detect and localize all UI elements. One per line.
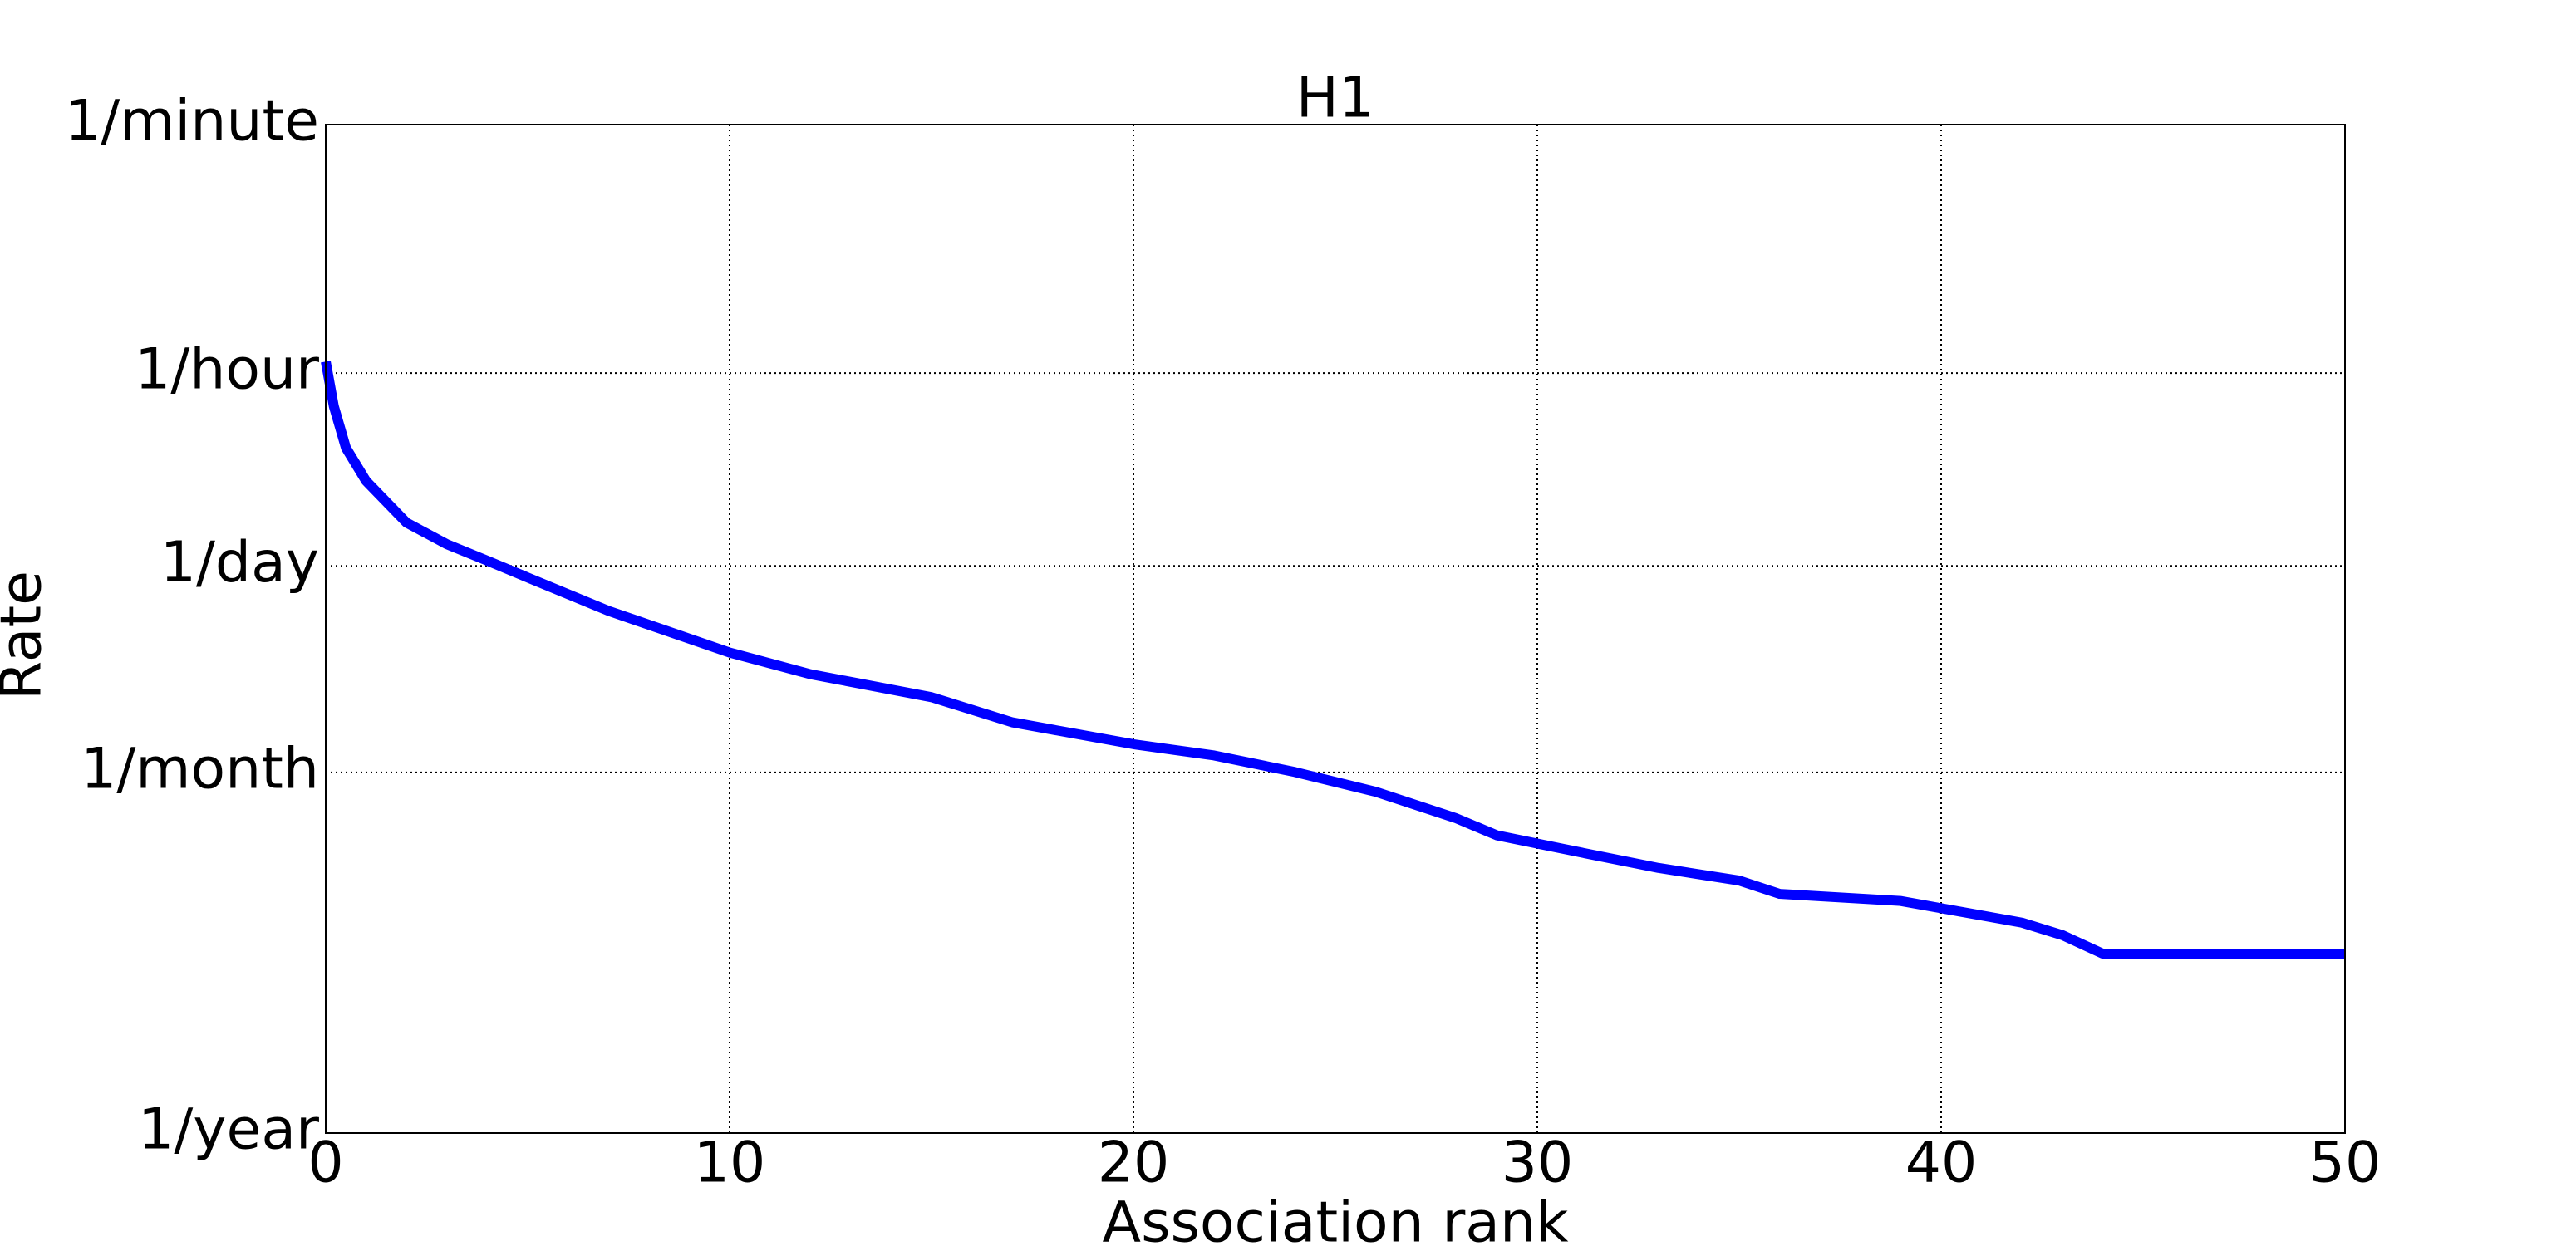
y-tick-label: 1/month	[81, 736, 319, 802]
y-tick-label: 1/day	[160, 530, 319, 596]
x-tick-label: 30	[1502, 1131, 1574, 1196]
x-tick-label: 0	[307, 1131, 343, 1196]
y-axis-label: Rate	[0, 571, 55, 700]
x-tick-label: 50	[2309, 1131, 2382, 1196]
y-tick-label: 1/hour	[135, 337, 319, 403]
x-tick-label: 10	[694, 1131, 766, 1196]
x-axis-label: Association rank	[1103, 1190, 1570, 1246]
chart-title: H1	[1296, 66, 1374, 131]
x-tick-label: 20	[1098, 1131, 1170, 1196]
y-tick-label: 1/minute	[65, 89, 319, 155]
plot-frame	[325, 124, 2346, 1134]
y-tick-label: 1/year	[138, 1097, 319, 1163]
x-tick-label: 40	[1905, 1131, 1978, 1196]
data-line	[321, 361, 2345, 959]
